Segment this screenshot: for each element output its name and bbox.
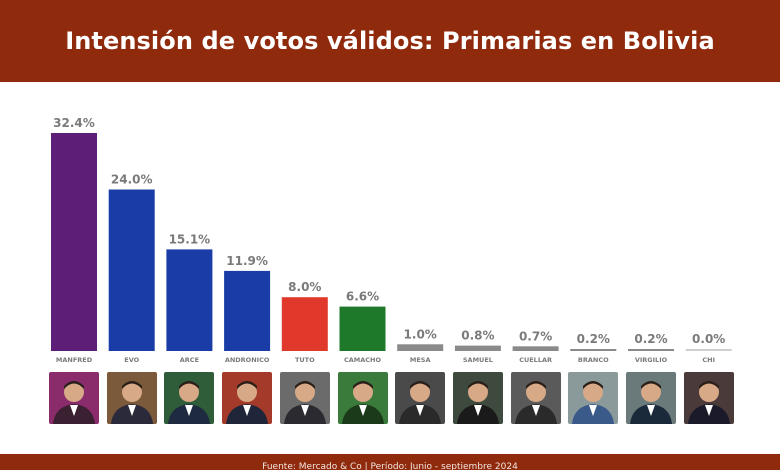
category-label-cuellar: CUELLAR: [519, 356, 552, 364]
category-label-samuel: SAMUEL: [463, 356, 493, 364]
photo-andronico: [222, 372, 273, 424]
bar-cuellar: [512, 346, 559, 351]
category-label-arce: ARCE: [180, 356, 199, 364]
category-label-camacho: CAMACHO: [344, 356, 382, 364]
value-label-mesa: 1.0%: [404, 327, 437, 341]
bar-evo: [108, 189, 155, 351]
bar-chi: [685, 349, 732, 351]
bar-chart: 32.4% MANFRED 24.0% EVO 15.1% ARCE 11.9% ANDRON…: [51, 116, 732, 364]
photo-mesa: [395, 372, 446, 424]
bar-tuto: [281, 297, 328, 351]
value-label-chi: 0.0%: [692, 332, 725, 346]
source-note: Fuente: Mercado & Co | Período: Junio - …: [262, 462, 518, 470]
value-label-samuel: 0.8%: [461, 329, 494, 343]
candidate-photos: [0, 372, 780, 424]
chart-title: Intensión de votos válidos: Primarias en…: [65, 27, 715, 55]
bar-camacho: [339, 306, 386, 351]
bar-manfred: [51, 133, 97, 351]
category-label-mesa: MESA: [410, 356, 431, 364]
category-label-andronico: ANDRONICO: [225, 356, 270, 364]
bar-samuel: [454, 345, 501, 351]
header-banner: Intensión de votos válidos: Primarias en…: [0, 0, 780, 82]
value-label-arce: 15.1%: [169, 232, 211, 246]
photo-arce: [164, 372, 215, 424]
footer-banner: Fuente: Mercado & Co | Período: Junio - …: [0, 454, 780, 470]
photo-manfred: [49, 372, 99, 424]
value-label-evo: 24.0%: [111, 173, 153, 187]
photo-samuel: [452, 372, 503, 424]
category-label-virgilio: VIRGILIO: [635, 356, 668, 364]
bar-branco: [570, 349, 617, 351]
bar-arce: [166, 249, 213, 351]
photo-evo: [106, 372, 157, 424]
photo-virgilio: [626, 372, 676, 424]
photo-cuellar: [510, 372, 561, 424]
photo-branco: [568, 372, 619, 424]
bar-andronico: [224, 270, 271, 351]
category-label-branco: BRANCO: [578, 356, 609, 364]
value-label-tuto: 8.0%: [288, 280, 321, 294]
value-label-camacho: 6.6%: [346, 290, 379, 304]
photo-chi: [683, 372, 734, 424]
category-label-tuto: TUTO: [295, 356, 315, 364]
bar-mesa: [397, 344, 444, 351]
category-label-evo: EVO: [124, 356, 139, 364]
photo-camacho: [337, 372, 388, 424]
photo-tuto: [279, 372, 330, 424]
value-label-branco: 0.2%: [577, 332, 610, 346]
bar-virgilio: [628, 349, 674, 351]
value-label-andronico: 11.9%: [226, 254, 268, 268]
value-label-cuellar: 0.7%: [519, 329, 552, 343]
category-label-chi: CHI: [702, 356, 715, 364]
value-label-virgilio: 0.2%: [634, 332, 667, 346]
value-label-manfred: 32.4%: [53, 116, 95, 130]
category-label-manfred: MANFRED: [56, 356, 93, 364]
